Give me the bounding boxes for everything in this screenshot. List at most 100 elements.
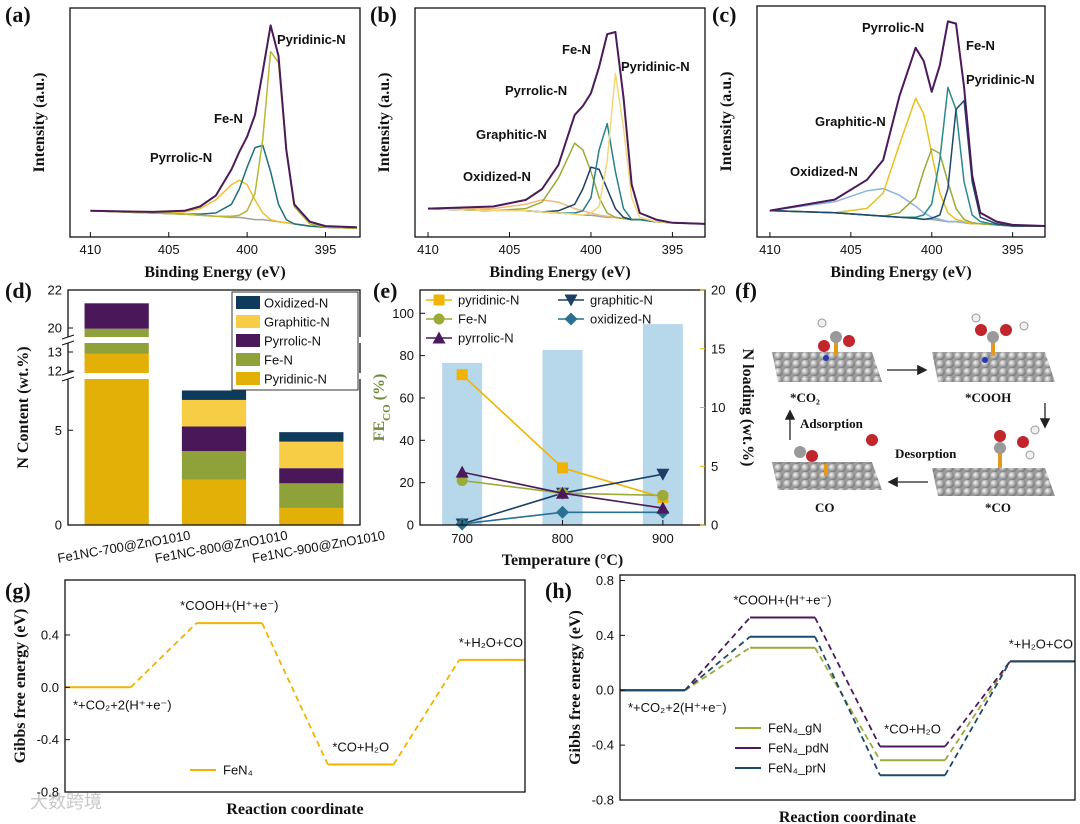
spectrum-line bbox=[769, 148, 1045, 227]
peak-label: Graphitic-N bbox=[476, 127, 547, 142]
spectrum-line bbox=[90, 50, 357, 230]
y-tick-label: 10 bbox=[711, 400, 725, 415]
peak-label: Pyrrolic-N bbox=[505, 83, 567, 98]
legend-swatch bbox=[236, 315, 260, 328]
watermark: 大数跨境 bbox=[30, 792, 102, 812]
h-atom bbox=[1019, 321, 1029, 331]
panel-letter: (c) bbox=[712, 2, 736, 27]
y-tick-label: 5 bbox=[55, 423, 62, 438]
peak-label: Fe-N bbox=[214, 111, 243, 126]
o-atom bbox=[818, 340, 830, 352]
y-axis-label: Gibbs free energy (eV) bbox=[12, 609, 29, 764]
x-axis-label: Binding Energy (eV) bbox=[144, 264, 285, 281]
legend-label: pyrrolic-N bbox=[458, 331, 514, 346]
panel-letter: (h) bbox=[545, 578, 572, 603]
h-atom bbox=[1030, 425, 1040, 435]
marker bbox=[455, 465, 469, 478]
panel: (b) Oxidized-N Graphitic-N Pyrrolic-N Fe-N Py… bbox=[370, 2, 706, 281]
legend-label: Pyridinic-N bbox=[264, 372, 327, 387]
legend-label: Fe-N bbox=[264, 353, 293, 368]
energy-connector bbox=[814, 617, 881, 747]
panel-letter: (e) bbox=[373, 278, 397, 303]
state-label: *+H₂O+CO bbox=[459, 635, 523, 650]
marker bbox=[556, 486, 569, 499]
panel: (a) Pyrrolic-N Fe-N Pyridinic-N 410 405 400 395… bbox=[5, 2, 361, 281]
x-tick-label: 410 bbox=[759, 242, 781, 257]
break-mark bbox=[61, 370, 75, 376]
y-tick-label: 0.0 bbox=[596, 683, 614, 698]
y-tick-label: -0.8 bbox=[37, 785, 59, 800]
energy-connector bbox=[130, 622, 198, 688]
graphene-slab bbox=[932, 468, 1055, 496]
legend-label: FeN₄_pdN bbox=[768, 741, 829, 756]
plot-frame bbox=[756, 5, 1046, 238]
marker bbox=[456, 475, 468, 487]
spectrum-line bbox=[769, 97, 1045, 227]
plot-frame bbox=[69, 7, 361, 238]
y-tick-label: 0 bbox=[711, 518, 718, 533]
c-atom bbox=[994, 442, 1006, 454]
legend-label: Pyrrolic-N bbox=[264, 334, 321, 349]
spectrum-line bbox=[769, 20, 1046, 227]
peak-label: Pyrrolic-N bbox=[862, 20, 924, 35]
c-atom bbox=[794, 446, 806, 458]
legend-label: Graphitic-N bbox=[264, 315, 330, 330]
y-axis-label: N Content (wt.%) bbox=[15, 346, 32, 468]
y-tick-label: 0.4 bbox=[596, 628, 614, 643]
state-label: *COOH+(H⁺+e⁻) bbox=[733, 593, 831, 608]
x-tick-label: 900 bbox=[652, 531, 674, 546]
legend-marker bbox=[433, 313, 445, 325]
legend-swatch bbox=[236, 334, 260, 347]
energy-connector bbox=[684, 646, 751, 691]
y-axis-label-part: (%) bbox=[371, 374, 388, 405]
bar bbox=[442, 362, 483, 525]
state-label: *+CO₂+2(H⁺+e⁻) bbox=[73, 697, 172, 712]
panel-f: (f) bbox=[735, 278, 1055, 515]
y-tick-label: 20 bbox=[48, 321, 62, 336]
n-atom bbox=[982, 357, 988, 363]
graphene-slab bbox=[772, 352, 882, 382]
slab-co2 bbox=[772, 318, 882, 382]
bar-segment bbox=[279, 507, 344, 525]
slab-cooh bbox=[932, 313, 1055, 382]
axis-break bbox=[60, 373, 362, 379]
graphene-slab bbox=[932, 352, 1055, 382]
y2-axis-label: N loading (wt.%) bbox=[739, 349, 756, 467]
o-atom bbox=[1017, 436, 1029, 448]
x-tick-label: 400 bbox=[236, 242, 258, 257]
panel: (e) pyridinic-N graphitic-N Fe-N oxidized-N p… bbox=[371, 278, 756, 569]
x-axis-label: Reaction coordinate bbox=[779, 809, 916, 824]
break-mark bbox=[61, 376, 75, 382]
plot-frame bbox=[414, 7, 706, 238]
y-axis-label: Intensity (a.u.) bbox=[376, 72, 393, 172]
x-tick-label: 410 bbox=[417, 242, 439, 257]
y-tick-label: -0.4 bbox=[592, 738, 614, 753]
x-tick-label: 800 bbox=[552, 531, 574, 546]
bar-segment bbox=[84, 353, 149, 525]
y-tick-label: 12 bbox=[48, 364, 62, 379]
legend-marker bbox=[564, 312, 578, 326]
y-axis-label-part: FE bbox=[371, 421, 388, 441]
panel: (c) Oxidized-N Graphitic-N Pyrrolic-N Fe-N Py… bbox=[712, 2, 1046, 281]
h-atom bbox=[971, 313, 981, 323]
y-tick-label: 60 bbox=[400, 390, 414, 405]
state-label: CO bbox=[815, 500, 835, 515]
h-atom bbox=[817, 318, 827, 328]
y-tick-label: 15 bbox=[711, 341, 725, 356]
legend-swatch bbox=[236, 372, 260, 385]
spectrum-line bbox=[427, 31, 706, 225]
panel-letter: (f) bbox=[735, 278, 757, 303]
energy-connector bbox=[392, 659, 461, 765]
break-mark bbox=[61, 340, 75, 346]
energy-connector bbox=[814, 636, 881, 776]
state-label: *CO₂ bbox=[790, 390, 820, 405]
bar-segment bbox=[279, 468, 344, 484]
y-tick-label: -0.4 bbox=[37, 732, 59, 747]
bar-segment bbox=[181, 399, 247, 427]
panel: (g) FeN₄ *+CO₂+2(H⁺+e⁻) *COOH+(H⁺+e⁻) *CO+H₂… bbox=[5, 578, 526, 818]
legend-label: FeN₄_gN bbox=[768, 721, 822, 736]
x-axis-label: Binding Energy (eV) bbox=[830, 264, 971, 281]
x-axis-label: Temperature (°C) bbox=[502, 552, 623, 569]
